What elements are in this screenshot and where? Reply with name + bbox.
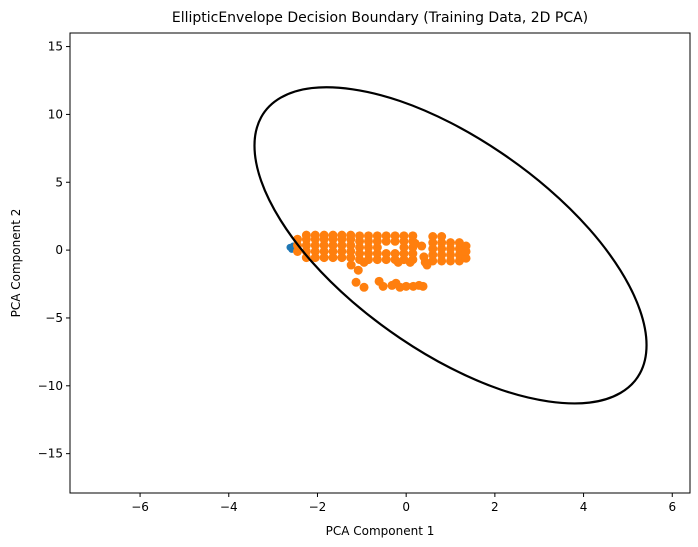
y-tick-label: 10: [48, 107, 63, 121]
inlier-point: [319, 230, 329, 240]
inlier-point: [408, 231, 418, 241]
decision-boundary: [253, 86, 648, 405]
inlier-point: [399, 231, 409, 241]
inlier-point: [359, 282, 369, 292]
inlier-point: [378, 281, 388, 291]
inlier-point: [428, 232, 438, 242]
inlier-point: [381, 249, 391, 259]
inlier-point: [381, 231, 391, 241]
plot-area: [253, 86, 648, 405]
x-tick-label: 6: [668, 500, 676, 514]
inlier-point: [359, 257, 369, 267]
inlier-point: [461, 253, 471, 263]
inlier-point: [390, 249, 400, 259]
y-tick-label: −15: [38, 447, 63, 461]
inlier-point: [353, 265, 363, 275]
inlier-point: [351, 277, 361, 287]
y-axis-label: PCA Component 2: [9, 209, 23, 318]
y-tick-label: −5: [45, 311, 63, 325]
inlier-point: [372, 231, 382, 241]
y-tick-label: 0: [55, 243, 63, 257]
y-tick-label: 5: [55, 175, 63, 189]
inlier-point: [446, 238, 456, 248]
chart-title: EllipticEnvelope Decision Boundary (Trai…: [172, 10, 588, 26]
inlier-point: [346, 230, 356, 240]
x-tick-label: −4: [220, 500, 238, 514]
inlier-point: [328, 230, 338, 240]
y-tick-label: −10: [38, 379, 63, 393]
x-tick-label: −6: [131, 500, 149, 514]
inlier-point: [301, 230, 311, 240]
axes-frame: [69, 32, 691, 494]
inlier-point: [310, 230, 320, 240]
x-tick-label: −2: [309, 500, 327, 514]
x-tick-label: 2: [491, 500, 499, 514]
inlier-point: [461, 241, 471, 251]
x-axis-label: PCA Component 1: [326, 524, 435, 538]
inlier-point: [355, 231, 365, 241]
inlier-point: [337, 230, 347, 240]
inlier-point: [422, 260, 432, 270]
y-axis: −15 −10 −5 0 5 10 15: [38, 40, 70, 461]
inlier-point: [363, 231, 373, 241]
inlier-point: [346, 260, 356, 270]
inlier-point: [401, 281, 411, 291]
inlier-point: [405, 257, 415, 267]
x-tick-label: 4: [580, 500, 588, 514]
x-axis: −6 −4 −2 0 2 4 6: [131, 493, 676, 514]
inlier-point: [418, 281, 428, 291]
inlier-point: [437, 232, 447, 242]
x-tick-label: 0: [402, 500, 410, 514]
y-tick-label: 15: [48, 40, 63, 54]
inlier-point: [454, 238, 464, 248]
inlier-point: [410, 238, 420, 248]
inlier-point: [390, 231, 400, 241]
inlier-point: [393, 257, 403, 267]
